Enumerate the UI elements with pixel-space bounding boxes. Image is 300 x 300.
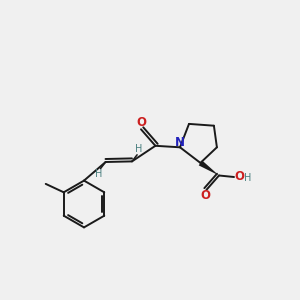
Text: O: O	[201, 189, 211, 203]
Text: H: H	[135, 144, 142, 154]
Text: O: O	[234, 169, 244, 183]
Text: O: O	[136, 116, 146, 129]
Text: H: H	[244, 173, 251, 183]
Text: N: N	[175, 136, 185, 149]
Text: H: H	[95, 169, 103, 179]
Polygon shape	[199, 160, 219, 175]
